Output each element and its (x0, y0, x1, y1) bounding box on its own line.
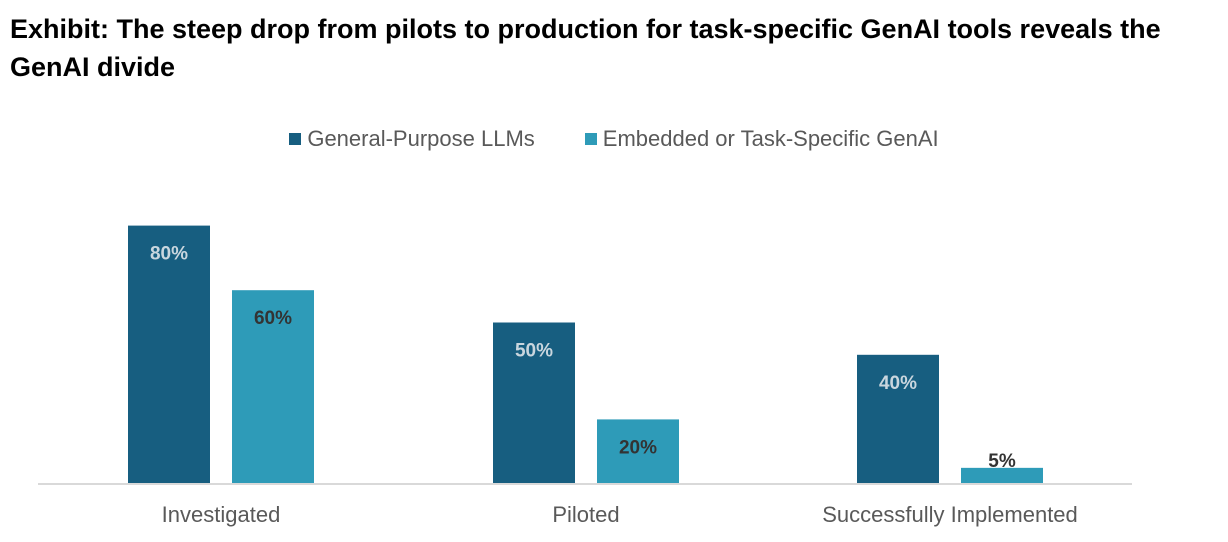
bar-general-2 (857, 354, 939, 484)
legend-label-general: General-Purpose LLMs (307, 126, 535, 151)
bar-embedded-2 (961, 467, 1043, 484)
legend: General-Purpose LLMs Embedded or Task-Sp… (0, 126, 1228, 152)
legend-swatch-embedded (584, 133, 597, 145)
bar-general-1 (493, 322, 575, 484)
bar-embedded-1 (597, 419, 679, 484)
data-label-embedded-1: 20% (619, 437, 657, 458)
data-label-general-1: 50% (515, 341, 553, 362)
bar-general-0 (128, 225, 210, 484)
legend-item-general: General-Purpose LLMs (289, 126, 535, 152)
x-tick-label-2: Successfully Implemented (822, 502, 1078, 527)
x-tick-label-0: Investigated (162, 502, 281, 527)
bar-embedded-0 (232, 290, 314, 484)
legend-item-embedded: Embedded or Task-Specific GenAI (584, 126, 939, 152)
legend-swatch-general (289, 133, 302, 145)
data-label-general-0: 80% (150, 244, 188, 265)
legend-label-embedded: Embedded or Task-Specific GenAI (602, 126, 939, 151)
data-label-embedded-0: 60% (254, 308, 292, 329)
chart-title: Exhibit: The steep drop from pilots to p… (10, 14, 1161, 82)
data-label-general-2: 40% (879, 373, 917, 394)
x-tick-label-1: Piloted (552, 502, 619, 527)
data-label-embedded-2: 5% (988, 451, 1016, 472)
